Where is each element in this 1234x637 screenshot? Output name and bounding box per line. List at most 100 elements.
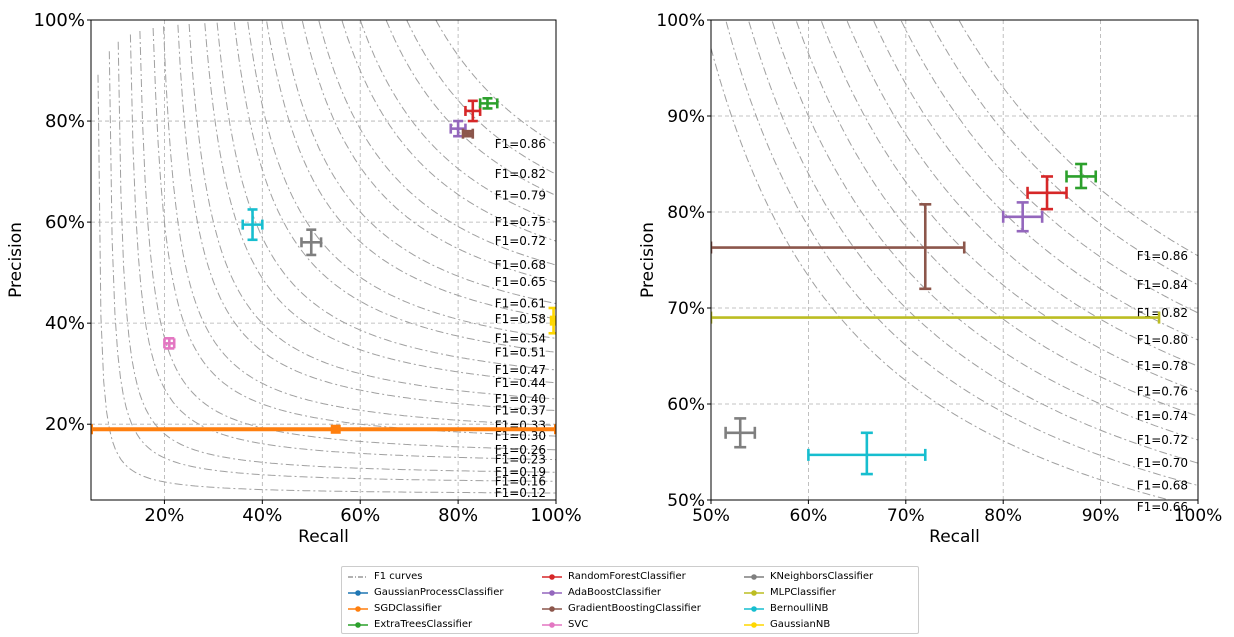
- y-tick-label: 60%: [667, 395, 705, 415]
- charts-canvas: F1=0.12F1=0.16F1=0.19F1=0.23F1=0.26F1=0.…: [6, 10, 1223, 547]
- legend-item: GaussianProcessClassifier: [348, 586, 503, 600]
- f1-curve: [177, 24, 556, 412]
- f1-curve: [117, 41, 556, 473]
- legend-item: SVC: [542, 618, 588, 632]
- y-tick-label: 100%: [34, 10, 85, 31]
- legend-swatch: [744, 590, 764, 596]
- y-tick-label: 50%: [667, 491, 705, 511]
- legend-item: ExtraTreesClassifier: [348, 618, 472, 632]
- f1-curve: [796, 21, 1198, 417]
- legend-label: GaussianNB: [770, 619, 831, 630]
- f1-curve: [873, 20, 1198, 341]
- y-axis-label: Precision: [6, 222, 26, 298]
- f1-curve-label: F1=0.84: [1137, 278, 1188, 292]
- f1-curve: [318, 20, 556, 266]
- data-point-BernoulliNB: [807, 431, 927, 476]
- y-tick-label: 70%: [667, 299, 705, 319]
- f1-curve-label: F1=0.72: [1137, 433, 1188, 447]
- f1-curve-label: F1=0.68: [495, 258, 546, 272]
- x-tick-label: 100%: [530, 505, 581, 526]
- f1-curve-label: F1=0.78: [1137, 359, 1188, 373]
- data-point-BernoulliNB: [241, 208, 264, 242]
- f1-curve-label: F1=0.23: [495, 453, 546, 467]
- f1-curve: [711, 48, 1172, 500]
- legend-label: BernoulliNB: [770, 603, 829, 614]
- axes-frame: [90, 19, 557, 501]
- x-tick-label: 80%: [984, 506, 1022, 526]
- data-point-SVC: [163, 337, 176, 350]
- f1-curve-label: F1=0.86: [1137, 249, 1188, 263]
- f1-curve: [958, 20, 1198, 257]
- f1-curve: [725, 21, 1198, 486]
- f1-curve-label: F1=0.76: [1137, 385, 1188, 399]
- f1-curve-label: F1=0.12: [495, 486, 546, 500]
- f1-curve: [385, 20, 556, 196]
- legend-item: F1 curves: [348, 570, 423, 584]
- legend-item: RandomForestClassifier: [542, 570, 686, 584]
- f1-curve-label: F1=0.70: [1137, 456, 1188, 470]
- legend-label: AdaBoostClassifier: [568, 587, 662, 598]
- f1-curve: [821, 21, 1198, 393]
- x-tick-label: 50%: [692, 506, 730, 526]
- legend-label: GaussianProcessClassifier: [374, 587, 504, 598]
- axes-frame: [710, 19, 1199, 501]
- f1-curve-label: F1=0.75: [495, 215, 546, 229]
- f1-curve: [108, 51, 556, 482]
- data-point-AdaBoostClassifier: [449, 119, 467, 138]
- legend-label: ExtraTreesClassifier: [374, 619, 473, 630]
- f1-curve-label: F1=0.54: [495, 331, 546, 345]
- legend-swatch: [542, 590, 562, 596]
- f1-curve-label: F1=0.47: [495, 363, 546, 377]
- f1-curve-label: F1=0.86: [495, 137, 546, 151]
- f1-curve-label: F1=0.58: [495, 312, 546, 326]
- legend-swatch: [542, 622, 562, 628]
- legend-swatch: [348, 606, 368, 612]
- f1-curve: [406, 20, 556, 175]
- data-point-RandomForestClassifier: [464, 99, 482, 123]
- legend-label: GradientBoostingClassifier: [568, 603, 701, 614]
- legend-label: RandomForestClassifier: [568, 571, 686, 582]
- legend-swatch: [542, 574, 562, 580]
- legend-swatch: [744, 606, 764, 612]
- legend-item: SGDClassifier: [348, 602, 441, 616]
- x-tick-label: 70%: [887, 506, 925, 526]
- y-tick-label: 100%: [656, 11, 705, 31]
- x-tick-label: 60%: [790, 506, 828, 526]
- f1-curve: [748, 21, 1198, 464]
- legend-item: GradientBoostingClassifier: [542, 602, 701, 616]
- x-axis-label: Recall: [929, 527, 980, 547]
- legend-label: F1 curves: [374, 571, 423, 582]
- y-tick-label: 60%: [45, 212, 85, 233]
- f1-curve: [247, 21, 556, 339]
- legend-swatch: [744, 622, 764, 628]
- data-point-AdaBoostClassifier: [1001, 201, 1044, 233]
- x-axis-label: Recall: [298, 527, 349, 547]
- f1-curve: [204, 23, 556, 384]
- legend: F1 curves GaussianProcessClassifier SGDCla…: [341, 566, 919, 634]
- f1-curve: [152, 27, 556, 437]
- f1-curve-label: F1=0.51: [495, 345, 546, 359]
- f1-curve: [266, 21, 556, 320]
- f1-curve-label: F1=0.68: [1137, 478, 1188, 492]
- legend-label: KNeighborsClassifier: [770, 571, 874, 582]
- f1-curve-label: F1=0.82: [495, 167, 546, 181]
- f1-curve: [163, 26, 556, 426]
- x-tick-label: 80%: [438, 505, 478, 526]
- f1-curve: [129, 34, 556, 461]
- y-tick-label: 40%: [45, 313, 85, 334]
- y-tick-label: 80%: [45, 111, 85, 132]
- data-point-RandomForestClassifier: [1026, 175, 1068, 211]
- f1-curve-label: F1=0.66: [1137, 500, 1188, 514]
- data-point-GradientBoostingClassifier: [711, 203, 966, 291]
- data-point-ExtraTreesClassifier: [1065, 162, 1098, 190]
- data-point-KNeighborsClassifier: [724, 417, 757, 449]
- data-point-KNeighborsClassifier: [300, 228, 323, 257]
- f1-curve: [360, 20, 556, 223]
- x-tick-label: 90%: [1082, 506, 1120, 526]
- f1-curve: [846, 21, 1198, 367]
- y-tick-label: 20%: [45, 414, 85, 435]
- x-tick-label: 100%: [1174, 506, 1223, 526]
- f1-curve: [139, 30, 556, 451]
- f1-curve-label: F1=0.61: [495, 297, 546, 311]
- f1-curve-label: F1=0.44: [495, 376, 546, 390]
